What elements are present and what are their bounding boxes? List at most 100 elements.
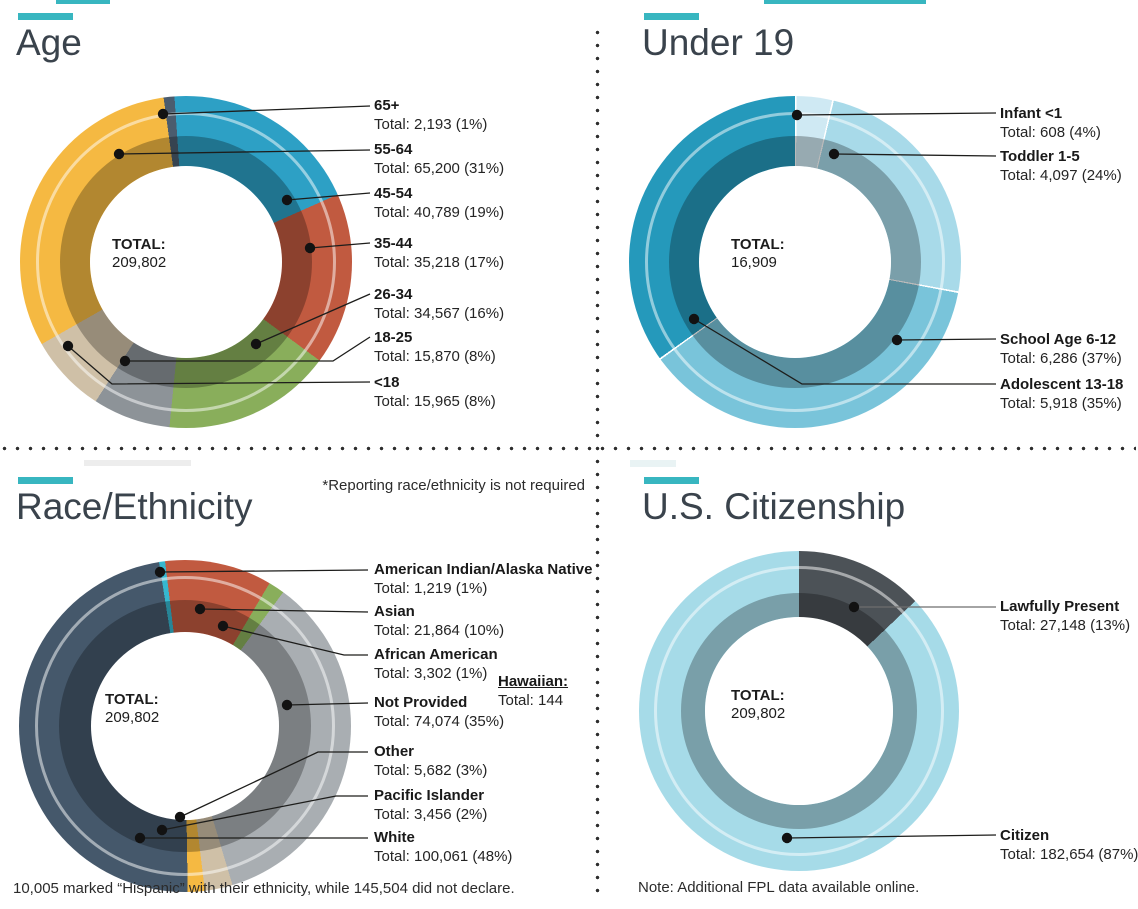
race-hispanic-note: 10,005 marked “Hispanic” with their ethn… bbox=[13, 880, 515, 897]
segment-label: African American bbox=[374, 646, 498, 663]
age-total: TOTAL: 209,802 bbox=[112, 236, 166, 272]
citizenship-callout-citizen: Citizen Total: 182,654 (87%) bbox=[1000, 826, 1138, 865]
race-callout-african-american: African American Total: 3,302 (1%) bbox=[374, 645, 498, 684]
top-right-accent-stub bbox=[764, 0, 926, 4]
segment-total: Total: 100,061 (48%) bbox=[374, 848, 513, 865]
citizenship-fpl-note: Note: Additional FPL data available onli… bbox=[638, 879, 920, 896]
segment-total: Total: 5,682 (3%) bbox=[374, 762, 488, 779]
segment-total: Total: 182,654 (87%) bbox=[1000, 846, 1138, 863]
segment-total: Total: 608 (4%) bbox=[1000, 124, 1101, 141]
race-donut bbox=[19, 560, 351, 892]
under19-callout-toddler: Toddler 1-5 Total: 4,097 (24%) bbox=[1000, 147, 1122, 186]
segment-total: Total: 74,074 (35%) bbox=[374, 713, 505, 730]
segment-label: Infant <1 bbox=[1000, 105, 1063, 122]
segment-total: Total: 2,193 (1%) bbox=[374, 116, 488, 133]
segment-label: Other bbox=[374, 743, 415, 760]
segment-label: Toddler 1-5 bbox=[1000, 148, 1080, 165]
ghost-bar-right bbox=[630, 460, 676, 467]
segment-total: Total: 5,918 (35%) bbox=[1000, 395, 1122, 412]
segment-total: Total: 144 bbox=[498, 692, 564, 709]
age-donut bbox=[20, 96, 352, 428]
age-callout-45-54: 45-54 Total: 40,789 (19%) bbox=[374, 184, 504, 223]
segment-total: Total: 6,286 (37%) bbox=[1000, 350, 1122, 367]
race-callout-american-indian: American Indian/Alaska Native Total: 1,2… bbox=[374, 560, 592, 599]
vertical-dotted-divider bbox=[595, 30, 600, 898]
segment-label: 65+ bbox=[374, 97, 400, 114]
age-accent-bar bbox=[18, 13, 73, 20]
segment-label: White bbox=[374, 829, 415, 846]
segment-label: 18-25 bbox=[374, 329, 413, 346]
segment-total: Total: 15,870 (8%) bbox=[374, 348, 496, 365]
race-total-value: 209,802 bbox=[105, 709, 160, 726]
segment-label: Lawfully Present bbox=[1000, 598, 1120, 615]
under19-accent-bar bbox=[644, 13, 699, 20]
age-callout-26-34: 26-34 Total: 34,567 (16%) bbox=[374, 285, 504, 324]
citizenship-title: U.S. Citizenship bbox=[642, 486, 906, 527]
segment-label: School Age 6-12 bbox=[1000, 331, 1117, 348]
age-total-label: TOTAL: bbox=[112, 236, 166, 253]
under19-donut-hole bbox=[699, 166, 891, 358]
ghost-bar-left bbox=[84, 460, 191, 466]
segment-label: Not Provided bbox=[374, 694, 468, 711]
segment-total: Total: 3,456 (2%) bbox=[374, 806, 488, 823]
segment-label: Pacific Islander bbox=[374, 787, 485, 804]
citizenship-total-label: TOTAL: bbox=[731, 687, 785, 704]
race-reporting-note: *Reporting race/ethnicity is not require… bbox=[322, 477, 585, 494]
segment-label: American Indian/Alaska Native bbox=[374, 561, 593, 578]
segment-label: 55-64 bbox=[374, 141, 413, 158]
segment-label: Hawaiian: bbox=[498, 673, 569, 690]
age-callout-18-25: 18-25 Total: 15,870 (8%) bbox=[374, 328, 496, 367]
horizontal-dotted-divider bbox=[2, 446, 1136, 451]
citizenship-donut-highlight-ring bbox=[654, 566, 944, 856]
segment-total: Total: 21,864 (10%) bbox=[374, 622, 505, 639]
race-total: TOTAL: 209,802 bbox=[105, 691, 159, 727]
segment-total: Total: 40,789 (19%) bbox=[374, 204, 505, 221]
age-callout-65plus: 65+ Total: 2,193 (1%) bbox=[374, 96, 487, 135]
age-total-value: 209,802 bbox=[112, 254, 167, 271]
segment-total: Total: 4,097 (24%) bbox=[1000, 167, 1122, 184]
segment-total: Total: 35,218 (17%) bbox=[374, 254, 505, 271]
age-title: Age bbox=[16, 22, 82, 63]
race-accent-bar bbox=[18, 477, 73, 484]
age-callout-55-64: 55-64 Total: 65,200 (31%) bbox=[374, 140, 504, 179]
segment-label: Adolescent 13-18 bbox=[1000, 376, 1124, 393]
race-callout-other: Other Total: 5,682 (3%) bbox=[374, 742, 487, 781]
race-callout-not-provided: Not Provided Total: 74,074 (35%) bbox=[374, 693, 504, 732]
segment-label: 35-44 bbox=[374, 235, 413, 252]
under19-callout-infant: Infant <1 Total: 608 (4%) bbox=[1000, 104, 1101, 143]
segment-total: Total: 15,965 (8%) bbox=[374, 393, 496, 410]
citizenship-total-value: 209,802 bbox=[731, 705, 786, 722]
top-left-accent-stub bbox=[56, 0, 110, 4]
citizenship-callout-lawfully-present: Lawfully Present Total: 27,148 (13%) bbox=[1000, 597, 1130, 636]
segment-label: 26-34 bbox=[374, 286, 413, 303]
age-callout-under18: <18 Total: 15,965 (8%) bbox=[374, 373, 496, 412]
under19-donut bbox=[629, 96, 961, 428]
race-total-label: TOTAL: bbox=[105, 691, 159, 708]
race-donut-highlight-ring bbox=[35, 576, 335, 876]
under19-callout-schoolage: School Age 6-12 Total: 6,286 (37%) bbox=[1000, 330, 1122, 369]
under19-total-label: TOTAL: bbox=[731, 236, 785, 253]
age-donut-hole bbox=[90, 166, 282, 358]
under19-callout-adolescent: Adolescent 13-18 Total: 5,918 (35%) bbox=[1000, 375, 1123, 414]
citizenship-accent-bar bbox=[644, 477, 699, 484]
segment-total: Total: 65,200 (31%) bbox=[374, 160, 505, 177]
race-title: Race/Ethnicity bbox=[16, 486, 253, 527]
segment-total: Total: 1,219 (1%) bbox=[374, 580, 488, 597]
age-callout-35-44: 35-44 Total: 35,218 (17%) bbox=[374, 234, 504, 273]
segment-total: Total: 3,302 (1%) bbox=[374, 665, 488, 682]
under19-total: TOTAL: 16,909 bbox=[731, 236, 785, 272]
segment-label: <18 bbox=[374, 374, 400, 391]
citizenship-donut bbox=[639, 551, 959, 871]
race-callout-white: White Total: 100,061 (48%) bbox=[374, 828, 512, 867]
segment-label: Citizen bbox=[1000, 827, 1050, 844]
segment-total: Total: 27,148 (13%) bbox=[1000, 617, 1131, 634]
race-callout-pacific-islander: Pacific Islander Total: 3,456 (2%) bbox=[374, 786, 487, 825]
citizenship-donut-hole bbox=[705, 617, 893, 805]
under19-total-value: 16,909 bbox=[731, 254, 777, 271]
under19-title: Under 19 bbox=[642, 22, 795, 63]
citizenship-total: TOTAL: 209,802 bbox=[731, 687, 785, 723]
race-callout-asian: Asian Total: 21,864 (10%) bbox=[374, 602, 504, 641]
segment-label: 45-54 bbox=[374, 185, 413, 202]
race-callout-hawaiian: Hawaiian: Total: 144 bbox=[498, 672, 568, 711]
